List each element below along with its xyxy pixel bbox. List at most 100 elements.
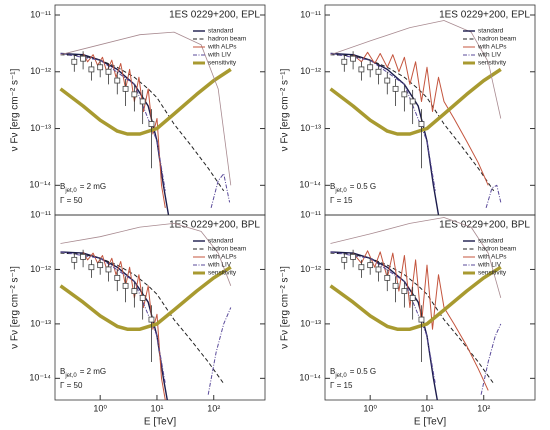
annotation-b: B	[60, 367, 65, 376]
annotation-value: = 0.5 G	[350, 367, 376, 376]
plot-frame	[324, 214, 536, 401]
annotation: Γ = 50	[60, 196, 83, 205]
annotation-value: = 2 mG	[80, 182, 106, 191]
legend-label: standard	[478, 28, 504, 35]
data-point	[122, 85, 129, 92]
panel: 10⁻¹⁴ 10⁻¹³ 10⁻¹² 10⁻¹¹ ν Fν [erg cm⁻² s⁻¹] 1…	[280, 4, 536, 216]
y-tick-label: 10⁻¹¹	[300, 209, 321, 219]
series-line	[330, 217, 502, 299]
legend-label: standard	[208, 28, 234, 35]
data-point	[105, 68, 112, 75]
y-tick-label: 10⁻¹²	[30, 66, 51, 76]
y-tick-label: 10⁻¹²	[300, 264, 321, 274]
legend-label: sensitivity	[208, 60, 237, 67]
legend-label: sensitivity	[478, 270, 507, 277]
y-tick-label: 10⁻¹³	[30, 318, 51, 328]
data-point	[375, 266, 382, 273]
data-point	[148, 316, 155, 323]
legend-label: standard	[478, 238, 504, 245]
series-line	[329, 67, 502, 136]
data-point	[358, 264, 365, 271]
legend-label: with LIV	[207, 52, 232, 59]
plot-area	[329, 20, 502, 215]
data-point	[71, 58, 78, 65]
series-line	[60, 223, 232, 286]
y-axis-label: ν Fν [erg cm⁻² s⁻¹]	[10, 266, 21, 349]
data-point	[375, 68, 382, 75]
series-line	[59, 67, 232, 136]
data-point	[384, 274, 391, 281]
panel: 10⁻¹⁴ 10⁻¹³ 10⁻¹² 10⁻¹¹ ν Fν [erg cm⁻² s⁻¹] 1…	[10, 4, 266, 216]
annotation: Γ = 15	[330, 381, 353, 390]
series-line	[59, 265, 232, 331]
series-line	[352, 51, 489, 186]
data-point	[71, 256, 78, 263]
legend-label: with ALPs	[477, 44, 507, 51]
data-point	[409, 98, 416, 105]
annotation: Γ = 50	[60, 381, 83, 390]
data-point	[105, 266, 112, 273]
legend-label: with ALPs	[207, 254, 237, 261]
y-axis-label: ν Fν [erg cm⁻² s⁻¹]	[280, 68, 291, 151]
annotation-b: B	[330, 367, 335, 376]
data-point	[148, 121, 155, 127]
data-point	[114, 77, 121, 84]
data-point	[80, 253, 86, 260]
plot-area	[59, 223, 232, 400]
y-tick-label: 10⁻¹¹	[30, 209, 51, 219]
data-point	[358, 66, 365, 73]
data-point	[88, 264, 95, 271]
series-line	[330, 251, 502, 395]
legend-label: with ALPs	[477, 254, 507, 261]
plot-frame	[54, 214, 266, 401]
legend-label: standard	[208, 238, 234, 245]
x-tick-label: 10¹	[150, 403, 163, 413]
data-point	[384, 77, 391, 84]
x-axis-label: E [TeV]	[414, 417, 446, 428]
data-point	[88, 66, 95, 73]
y-tick-label: 10⁻¹³	[300, 123, 321, 133]
plot-area	[329, 217, 502, 400]
annotation-sub: jet,0	[64, 188, 77, 194]
panel-title: 1ES 0229+200, EPL	[169, 10, 260, 21]
y-tick-label: 10⁻¹¹	[300, 9, 321, 19]
data-point	[418, 121, 425, 127]
panel-title: 1ES 0229+200, BPL	[169, 220, 260, 231]
x-tick-label: 10⁰	[363, 403, 377, 413]
y-tick-label: 10⁻¹³	[30, 123, 51, 133]
data-point	[122, 282, 129, 289]
data-point	[131, 288, 138, 295]
data-point	[401, 288, 408, 295]
annotation-value: = 2 mG	[80, 367, 106, 376]
annotation: Bjet,0 = 2 mG	[60, 182, 106, 193]
data-point	[392, 282, 399, 289]
y-tick-label: 10⁻¹²	[30, 264, 51, 274]
annotation-value: = 0.5 G	[350, 182, 376, 191]
plot-area	[59, 31, 232, 215]
series-line	[352, 250, 489, 391]
data-point	[401, 91, 408, 98]
y-axis-label: ν Fν [erg cm⁻² s⁻¹]	[10, 68, 21, 151]
legend-label: sensitivity	[208, 270, 237, 277]
series-line	[60, 31, 232, 186]
y-tick-label: 10⁻¹⁴	[29, 373, 51, 383]
x-tick-label: 10¹	[420, 403, 433, 413]
annotation-b: B	[60, 182, 65, 191]
y-tick-label: 10⁻¹¹	[30, 9, 51, 19]
annotation-sub: jet,0	[334, 373, 347, 379]
legend-label: with LIV	[477, 52, 502, 59]
data-point	[350, 253, 356, 260]
data-point	[367, 262, 374, 269]
legend-label: with ALPs	[207, 44, 237, 51]
legend-label: with LIV	[477, 262, 502, 269]
y-tick-label: 10⁻¹⁴	[29, 180, 51, 190]
data-point	[80, 55, 86, 62]
legend-label: sensitivity	[478, 60, 507, 67]
data-point	[131, 91, 138, 98]
data-point	[341, 256, 348, 263]
y-tick-label: 10⁻¹⁴	[299, 180, 321, 190]
legend-label: with LIV	[207, 262, 232, 269]
y-tick-label: 10⁻¹⁴	[299, 373, 321, 383]
annotation-sub: jet,0	[334, 188, 347, 194]
